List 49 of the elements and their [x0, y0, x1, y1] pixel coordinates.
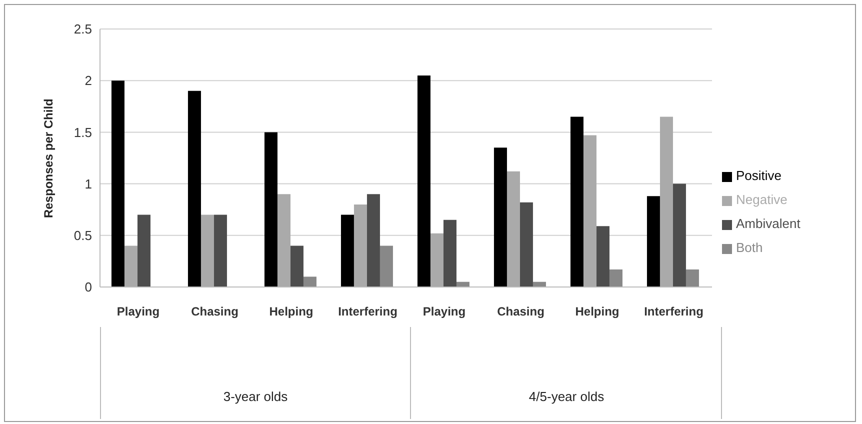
bar [430, 233, 444, 287]
bar [303, 276, 316, 287]
bar [596, 226, 610, 287]
bar [277, 194, 290, 287]
y-tick-label: 1.5 [74, 124, 92, 140]
bar [443, 220, 456, 287]
bar [200, 214, 214, 287]
x-tick-label: Helping [269, 304, 314, 319]
bar [264, 132, 278, 287]
bar [354, 204, 367, 287]
bar [506, 171, 520, 287]
bar [660, 116, 673, 287]
legend-label: Ambivalent [736, 216, 800, 231]
text: 3-year olds [222, 389, 289, 404]
bar [111, 80, 124, 287]
y-axis-title: Responses per Child [41, 98, 56, 218]
bar [520, 202, 533, 287]
bar [583, 135, 596, 287]
bar [494, 148, 507, 287]
bar [672, 184, 686, 287]
legend-label: Negative [736, 192, 788, 207]
bar [646, 196, 660, 287]
x-tick-label: Chasing [191, 304, 238, 319]
bar [417, 75, 430, 287]
bar [340, 214, 354, 287]
y-tick-label: 0 [84, 280, 92, 295]
bar [609, 269, 622, 287]
text: 4/5-year olds [528, 389, 606, 404]
bar [214, 214, 227, 287]
x-tick-label: Interfering [338, 304, 398, 319]
bar [380, 246, 393, 287]
x-tick-label: Helping [575, 304, 620, 319]
bar [686, 269, 699, 287]
y-tick-label: 2 [84, 73, 92, 88]
bar [290, 246, 304, 287]
x-tick-label: Chasing [497, 304, 544, 319]
legend-label: Both [736, 240, 763, 255]
y-tick-label: 0.5 [74, 228, 92, 244]
bar [570, 116, 584, 287]
y-tick-label: 2.5 [74, 22, 92, 37]
bar [137, 214, 150, 287]
bar [188, 90, 201, 287]
y-tick-label: 1 [84, 176, 92, 192]
bar [366, 194, 380, 287]
legend-label: Positive [736, 168, 782, 183]
bar [124, 246, 138, 287]
x-tick-label: Playing [422, 304, 466, 319]
x-tick-label: Interfering [644, 304, 704, 319]
x-tick-label: Playing [116, 304, 160, 319]
